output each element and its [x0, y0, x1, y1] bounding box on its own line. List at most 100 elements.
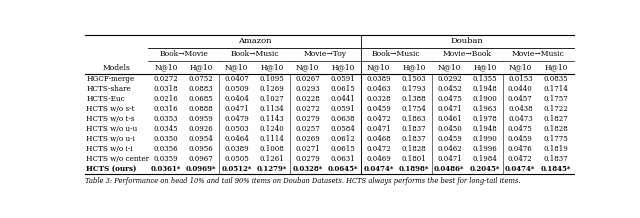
Text: 0.0471: 0.0471	[437, 105, 462, 113]
Text: 0.0969*: 0.0969*	[186, 165, 216, 173]
Text: HCTS w/o t-s: HCTS w/o t-s	[86, 115, 135, 123]
Text: 0.0475: 0.0475	[508, 125, 532, 133]
Text: 0.0292: 0.0292	[437, 75, 462, 83]
Text: H@10: H@10	[260, 64, 284, 72]
Text: 0.1008: 0.1008	[260, 145, 285, 153]
Text: 0.0459: 0.0459	[366, 105, 391, 113]
Text: 0.0612: 0.0612	[331, 135, 355, 143]
Text: 0.0473: 0.0473	[508, 115, 532, 123]
Text: 0.0509: 0.0509	[225, 85, 249, 93]
Text: 0.0293: 0.0293	[295, 85, 320, 93]
Text: 0.0389: 0.0389	[225, 145, 249, 153]
Text: 0.1948: 0.1948	[472, 85, 497, 93]
Text: Movie→Music: Movie→Music	[511, 50, 564, 58]
Text: N@10: N@10	[296, 64, 319, 72]
Text: 0.0926: 0.0926	[189, 125, 214, 133]
Text: 0.1095: 0.1095	[260, 75, 285, 83]
Text: 0.0461: 0.0461	[437, 115, 462, 123]
Text: N@10: N@10	[225, 64, 248, 72]
Text: 0.0269: 0.0269	[295, 135, 320, 143]
Text: N@10: N@10	[438, 64, 461, 72]
Text: HCTS-share: HCTS-share	[86, 85, 131, 93]
Text: 0.0472: 0.0472	[366, 115, 391, 123]
Text: 0.0685: 0.0685	[189, 95, 214, 103]
Text: H@10: H@10	[189, 64, 213, 72]
Text: 0.1963: 0.1963	[472, 105, 497, 113]
Text: HCTS (ours): HCTS (ours)	[86, 165, 137, 173]
Text: 0.0407: 0.0407	[225, 75, 249, 83]
Text: 0.0271: 0.0271	[295, 145, 320, 153]
Text: 0.1984: 0.1984	[472, 155, 497, 163]
Text: HCTS w/o u-i: HCTS w/o u-i	[86, 135, 135, 143]
Text: 0.0512*: 0.0512*	[221, 165, 252, 173]
Text: 0.1828: 0.1828	[402, 145, 426, 153]
Text: 0.1114: 0.1114	[260, 135, 285, 143]
Text: 0.0638: 0.0638	[331, 115, 355, 123]
Text: 0.0505: 0.0505	[225, 155, 249, 163]
Text: 0.0345: 0.0345	[154, 125, 178, 133]
Text: 0.1828: 0.1828	[543, 125, 568, 133]
Text: 0.0459: 0.0459	[508, 135, 532, 143]
Text: 0.0257: 0.0257	[295, 125, 320, 133]
Text: 0.0279: 0.0279	[295, 155, 320, 163]
Text: 0.1279*: 0.1279*	[257, 165, 287, 173]
Text: H@10: H@10	[544, 64, 568, 72]
Text: 0.0475: 0.0475	[437, 95, 462, 103]
Text: 0.0469: 0.0469	[366, 155, 391, 163]
Text: 0.0272: 0.0272	[154, 75, 178, 83]
Text: 0.0474*: 0.0474*	[364, 165, 394, 173]
Text: 0.0584: 0.0584	[331, 125, 355, 133]
Text: 0.0472: 0.0472	[366, 145, 391, 153]
Text: 0.0438: 0.0438	[508, 105, 532, 113]
Text: 0.1863: 0.1863	[402, 115, 426, 123]
Text: 0.0316: 0.0316	[154, 105, 178, 113]
Text: H@10: H@10	[403, 64, 426, 72]
Text: 0.0464: 0.0464	[225, 135, 249, 143]
Text: 0.0471: 0.0471	[366, 125, 391, 133]
Text: 0.1837: 0.1837	[402, 125, 426, 133]
Text: Amazon: Amazon	[237, 37, 271, 45]
Text: 0.0471: 0.0471	[437, 155, 462, 163]
Text: Douban: Douban	[451, 37, 484, 45]
Text: 0.0631: 0.0631	[331, 155, 355, 163]
Text: 0.2045*: 0.2045*	[470, 165, 500, 173]
Text: 0.0404: 0.0404	[225, 95, 249, 103]
Text: 0.0350: 0.0350	[154, 135, 178, 143]
Text: HGCF-merge: HGCF-merge	[86, 75, 134, 83]
Text: 0.1900: 0.1900	[472, 95, 497, 103]
Text: 0.0474*: 0.0474*	[505, 165, 536, 173]
Text: 0.0615: 0.0615	[331, 145, 355, 153]
Text: 0.1722: 0.1722	[543, 105, 568, 113]
Text: 0.0353: 0.0353	[154, 115, 178, 123]
Text: 0.1775: 0.1775	[543, 135, 568, 143]
Text: 0.0479: 0.0479	[225, 115, 249, 123]
Text: 0.0328*: 0.0328*	[292, 165, 323, 173]
Text: 0.0463: 0.0463	[366, 85, 391, 93]
Text: HCTS w/o s-t: HCTS w/o s-t	[86, 105, 135, 113]
Text: 0.1793: 0.1793	[402, 85, 426, 93]
Text: 0.1240: 0.1240	[260, 125, 285, 133]
Text: H@10: H@10	[473, 64, 497, 72]
Text: 0.1754: 0.1754	[402, 105, 426, 113]
Text: 0.0503: 0.0503	[225, 125, 249, 133]
Text: Movie→Toy: Movie→Toy	[304, 50, 347, 58]
Text: 0.0328: 0.0328	[366, 95, 391, 103]
Text: 0.0476: 0.0476	[508, 145, 532, 153]
Text: HCTS-Euc: HCTS-Euc	[86, 95, 125, 103]
Text: 0.0452: 0.0452	[437, 85, 462, 93]
Text: 0.0272: 0.0272	[295, 105, 320, 113]
Text: 0.1757: 0.1757	[543, 95, 568, 103]
Text: 0.1027: 0.1027	[260, 95, 285, 103]
Text: N@10: N@10	[154, 64, 177, 72]
Text: N@10: N@10	[367, 64, 390, 72]
Text: 0.0954: 0.0954	[189, 135, 214, 143]
Text: 0.1269: 0.1269	[260, 85, 285, 93]
Text: 0.1996: 0.1996	[472, 145, 497, 153]
Text: 0.0441: 0.0441	[331, 95, 355, 103]
Text: 0.0457: 0.0457	[508, 95, 532, 103]
Text: 0.1261: 0.1261	[260, 155, 285, 163]
Text: 0.0459: 0.0459	[437, 135, 462, 143]
Text: 0.1898*: 0.1898*	[399, 165, 429, 173]
Text: 0.0835: 0.0835	[543, 75, 568, 83]
Text: HCTS w/o u-u: HCTS w/o u-u	[86, 125, 138, 133]
